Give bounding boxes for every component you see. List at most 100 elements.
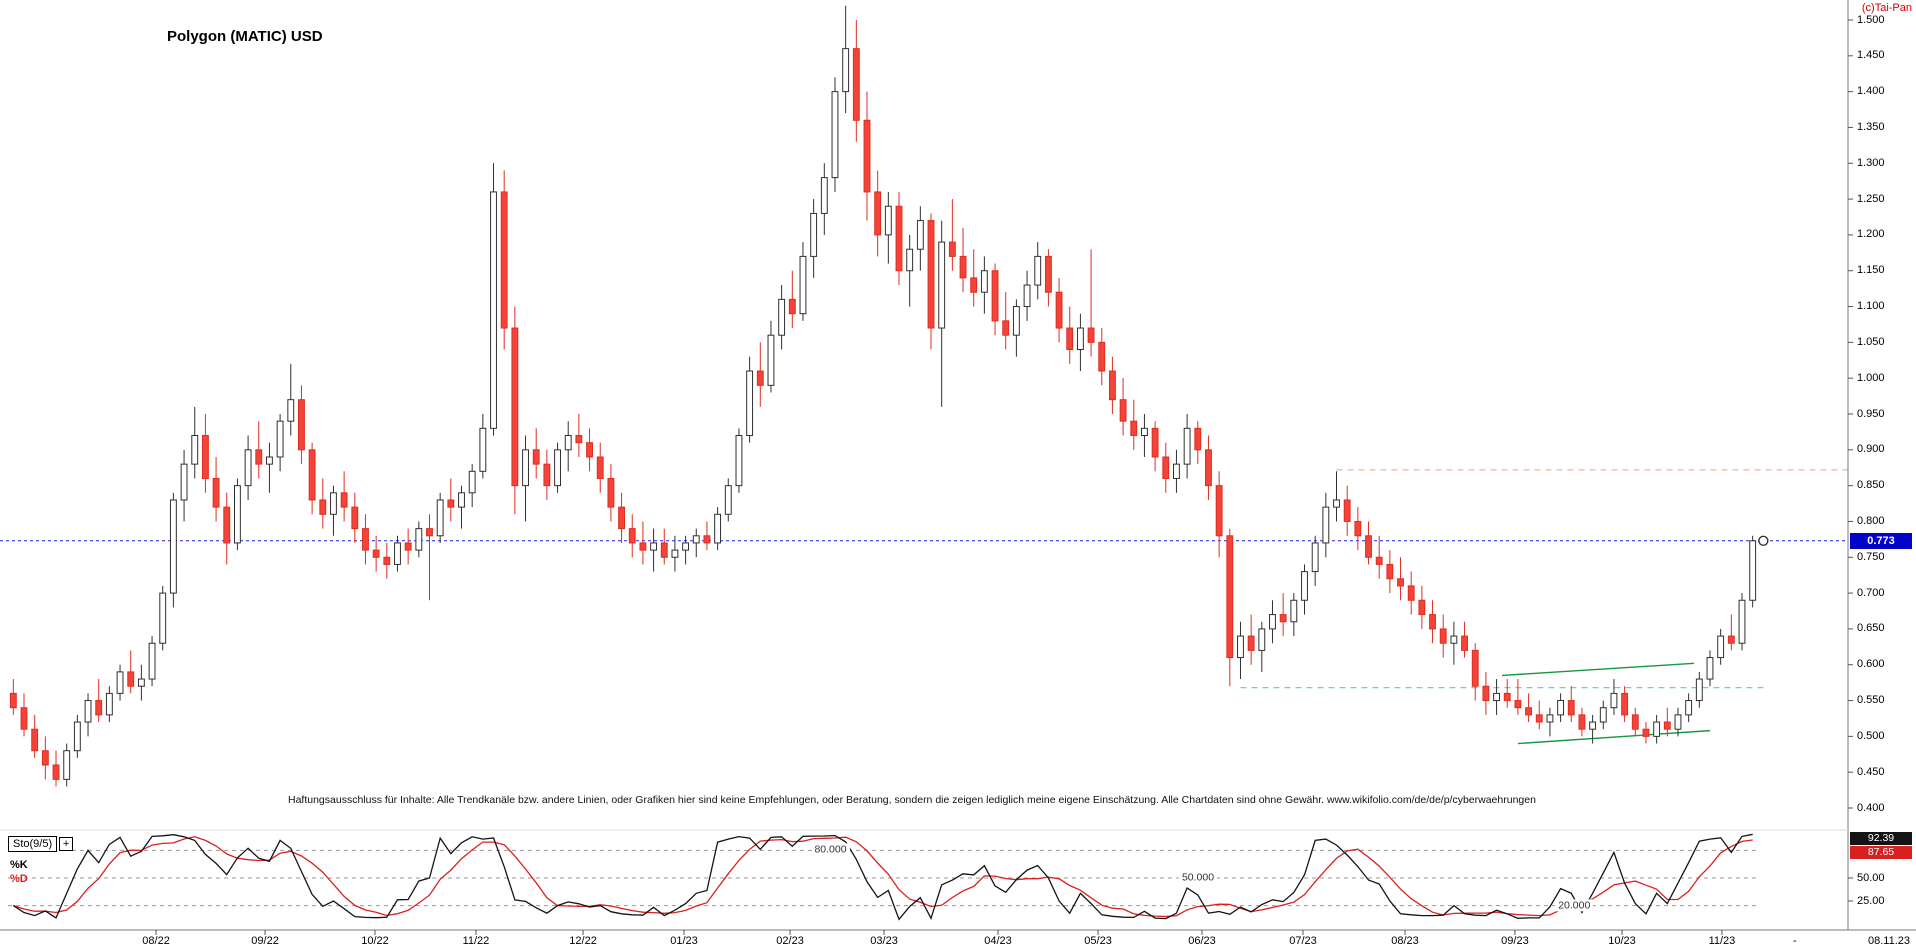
candle-body [895, 205, 903, 272]
candle-body [105, 692, 113, 716]
candle-body [351, 506, 359, 530]
candle-body [554, 449, 561, 487]
candle-body [1631, 714, 1639, 730]
y-axis-tick-label: 0.450 [1857, 765, 1885, 778]
candle-body [1023, 284, 1031, 308]
candle-body [596, 456, 604, 479]
candle-body [1343, 499, 1351, 522]
candle-body [959, 255, 967, 279]
x-axis-month-label: 04/23 [984, 935, 1012, 947]
candle-body [788, 298, 796, 315]
x-axis-month-label: 02/23 [776, 935, 804, 947]
stoch-k-line [12, 833, 1753, 921]
indicator-name[interactable]: Sto(9/5) [8, 836, 58, 852]
candle-body [1599, 707, 1607, 723]
candle-body [820, 177, 828, 214]
candle-body [1375, 556, 1383, 565]
candle-body [1279, 614, 1287, 623]
candle-body [564, 434, 572, 451]
candle-body [1130, 420, 1138, 436]
indicator-add-button[interactable]: + [59, 837, 74, 851]
candle-body [938, 241, 946, 329]
candle-body [1034, 255, 1042, 286]
trend-line [1501, 662, 1695, 677]
candle-body [1322, 506, 1330, 544]
candle-body [948, 241, 956, 257]
candle-body [1247, 635, 1255, 651]
y-axis-tick-label: 1.450 [1857, 49, 1885, 62]
candle-body [1140, 427, 1148, 436]
candle-body [255, 449, 263, 465]
y-axis-tick-label: 1.350 [1857, 120, 1885, 133]
candle-body [586, 442, 593, 458]
x-axis-month-label: 10/22 [361, 935, 389, 947]
candle-body [265, 456, 273, 465]
indicator-label-box[interactable]: Sto(9/5) + [8, 836, 74, 852]
candle-body [1087, 327, 1095, 343]
candle-body [169, 499, 177, 594]
candle-body [1044, 255, 1052, 293]
candle-body [308, 449, 316, 501]
candle-body [756, 370, 764, 386]
candle-body [447, 499, 455, 508]
candle-body [682, 542, 690, 551]
candle-body [1333, 499, 1340, 508]
candle-body [41, 750, 49, 766]
candle-body [479, 427, 487, 472]
x-axis-month-label: 11/23 [1708, 935, 1736, 947]
candle-body [1173, 463, 1180, 479]
last-date-label: 08.11.23 [1867, 935, 1910, 947]
y-axis-tick-label: 1.300 [1857, 156, 1885, 169]
candle-body [852, 48, 860, 121]
candle-body [607, 477, 615, 508]
disclaimer-text: Haftungsausschluss für Inhalte: Alle Tre… [288, 794, 1536, 806]
x-axis-month-label: 07/23 [1289, 935, 1317, 947]
candle-body [1098, 341, 1106, 372]
candle-body [628, 528, 636, 544]
stoch-d-value-box: 87.65 [1850, 846, 1912, 859]
candle-body [1258, 628, 1266, 651]
candle-body [191, 434, 199, 465]
candle-body [639, 542, 647, 551]
candle-body [692, 535, 700, 544]
last-price-marker [1758, 535, 1769, 546]
candle-body [884, 205, 892, 236]
candle-body [137, 678, 145, 687]
candle-body [810, 212, 818, 257]
candle-body [927, 220, 935, 329]
candle-body [1237, 635, 1244, 659]
candle-body [1076, 327, 1084, 351]
candle-body [223, 506, 231, 544]
candle-body [767, 334, 775, 386]
candle-body [404, 542, 412, 551]
y-axis-tick-label: 0.650 [1857, 622, 1885, 635]
candle-body [778, 298, 786, 336]
candle-body [180, 463, 188, 501]
candle-body [9, 692, 17, 709]
candle-body [287, 399, 295, 422]
current-price-box: 0.773 [1850, 532, 1912, 549]
candle-body [52, 764, 60, 780]
candle-body [1119, 399, 1127, 422]
candle-body [490, 191, 497, 429]
candle-body [159, 592, 167, 644]
candle-body [500, 191, 508, 329]
x-axis-month-label: 06/23 [1188, 935, 1216, 947]
x-axis-month-label: 11/22 [462, 935, 490, 947]
candle-body [95, 700, 103, 716]
x-axis-month-label: 03/23 [870, 935, 898, 947]
candle-body [1695, 678, 1703, 702]
candle-body [468, 470, 476, 494]
candle-body [1642, 728, 1650, 737]
candle-body [458, 492, 465, 508]
candle-body [1108, 370, 1116, 401]
candle-body [436, 499, 444, 537]
stoch-d-legend: %D [10, 873, 28, 885]
candle-body [575, 434, 583, 444]
candle-body [874, 191, 882, 236]
x-axis-month-label: 09/22 [251, 935, 279, 947]
candle-body [831, 91, 839, 179]
candle-body [1450, 635, 1458, 644]
candle-body [522, 449, 529, 487]
